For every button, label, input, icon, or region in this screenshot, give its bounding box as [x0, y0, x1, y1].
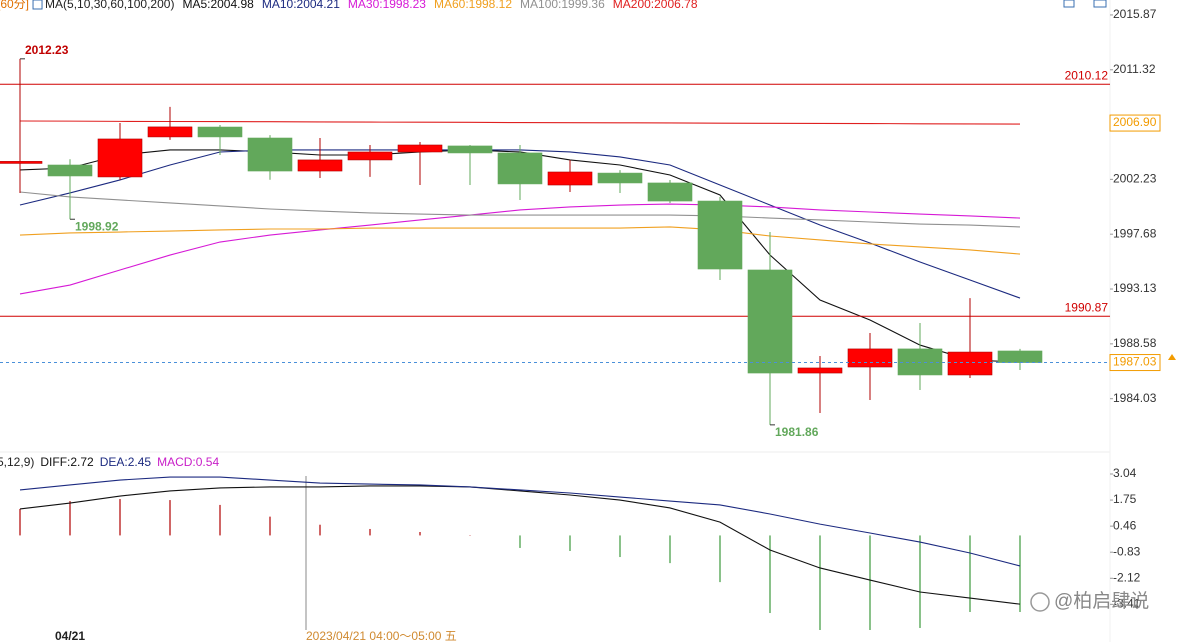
- legend-entry: MACD:0.54: [157, 455, 219, 469]
- y-tick-label: -3.41: [1113, 597, 1141, 611]
- price-marker: [1109, 114, 1161, 132]
- macd-line: [19, 485, 1021, 605]
- candle-body: [147, 126, 193, 138]
- y-tick-label: 1997.68: [1113, 226, 1157, 240]
- candle-body: [947, 351, 993, 376]
- legend-entry: MA200:2006.78: [613, 0, 698, 11]
- legend-entry: DEA:2.45: [100, 455, 152, 469]
- ma-line: [19, 191, 1021, 228]
- macd-title: 5,12,9): [0, 455, 34, 469]
- candle-body: [47, 164, 93, 177]
- x-tick-label: 04/21: [55, 629, 85, 642]
- y-tick-label: 1.75: [1113, 492, 1137, 506]
- y-tick-label: 2011.32: [1113, 62, 1156, 76]
- candle-body: [397, 144, 443, 153]
- legend-entry: MA5:2004.98: [182, 0, 254, 11]
- extreme-label: 2012.23: [25, 43, 69, 57]
- extreme-label: 1981.86: [775, 425, 819, 439]
- cursor-label: 2023/04/21 04:00～05:00 五: [306, 629, 457, 642]
- watermark-logo: [1030, 592, 1050, 612]
- candle-body: [847, 348, 893, 368]
- legend-entry: MA10:2004.21: [262, 0, 340, 11]
- legend-entry: MA30:1998.23: [348, 0, 426, 11]
- ma-line: [19, 203, 1021, 295]
- watermark: @柏启肆说: [1030, 590, 1149, 612]
- indicator-label: MA(5,10,30,60,100,200): [45, 0, 174, 11]
- y-tick-label: 1993.13: [1113, 281, 1157, 295]
- last-price-box: [1109, 354, 1161, 372]
- y-tick-label: 3.04: [1113, 466, 1137, 480]
- toolbar-icons: [1063, 0, 1107, 8]
- y-tick-label: 1988.58: [1113, 336, 1157, 350]
- candle-body: [897, 348, 943, 376]
- candle-body: [797, 367, 843, 374]
- ma-line: [19, 120, 1021, 125]
- y-tick-label: 1984.03: [1113, 391, 1157, 405]
- candle-body: [0, 161, 43, 164]
- candle-body: [997, 350, 1043, 363]
- candle-body: [447, 145, 493, 154]
- candle-body: [497, 152, 543, 185]
- icon: [1093, 0, 1107, 8]
- candle-body: [547, 171, 593, 186]
- extreme-label: 1998.92: [75, 219, 119, 233]
- candle-body: [297, 159, 343, 172]
- legend-entry: MA100:1999.36: [520, 0, 605, 11]
- ma-line: [19, 226, 1021, 255]
- price-arrow: [1168, 354, 1176, 360]
- icon: [1063, 0, 1075, 8]
- watermark-text: @柏启肆说: [1054, 590, 1149, 612]
- candle-body: [197, 126, 243, 138]
- y-tick-label: 0.46: [1113, 518, 1137, 532]
- legend-entry: DIFF:2.72: [40, 455, 94, 469]
- level-label: 1990.87: [1065, 300, 1109, 314]
- candle-body: [97, 138, 143, 178]
- level-label: 2010.12: [1065, 68, 1109, 82]
- macd-line: [19, 476, 1021, 567]
- indicator-icon: [32, 0, 43, 10]
- period-label: [60分]: [0, 0, 29, 11]
- y-tick-label: 2015.87: [1113, 7, 1157, 21]
- candle-body: [747, 269, 793, 374]
- y-tick-label: -0.83: [1113, 544, 1141, 558]
- candle-body: [347, 151, 393, 161]
- legend-entry: MA60:1998.12: [434, 0, 512, 11]
- candle-body: [647, 182, 693, 202]
- y-tick-label: 2002.23: [1113, 172, 1157, 186]
- candle-body: [597, 172, 643, 184]
- last-price-label: 1987.03: [1113, 355, 1157, 369]
- y-tick-label: -2.12: [1113, 570, 1141, 584]
- candle-body: [247, 137, 293, 172]
- price-marker-label: 2006.90: [1113, 115, 1157, 129]
- candle-body: [697, 200, 743, 270]
